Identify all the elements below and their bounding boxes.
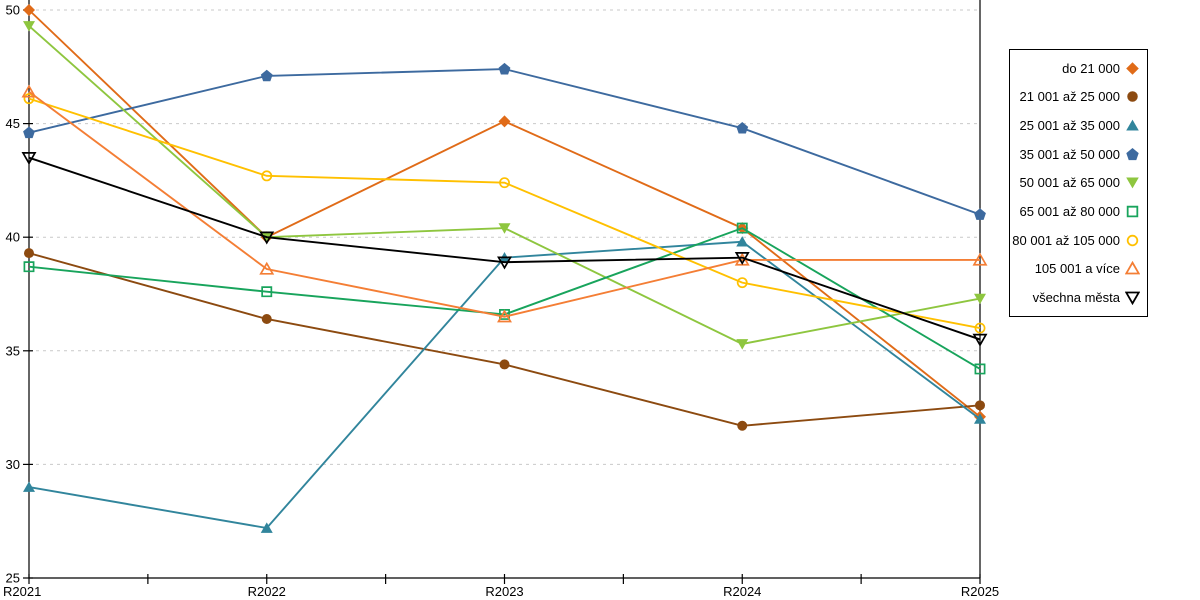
x-axis-label: R2025	[961, 584, 999, 599]
y-axis-label: 40	[6, 230, 20, 245]
legend-swatch	[1125, 291, 1140, 306]
legend-label: 105 001 a více	[1034, 261, 1120, 277]
legend-swatch	[1125, 261, 1140, 275]
series-marker-triangle-down	[972, 333, 988, 347]
y-axis-label: 30	[6, 457, 20, 472]
legend-swatch	[1126, 147, 1139, 160]
series-marker-triangle-up	[497, 309, 512, 323]
legend-label: 50 001 až 65 000	[1019, 175, 1120, 191]
series-marker-circle	[499, 177, 510, 189]
series-marker-triangle-up	[974, 413, 986, 424]
legend-item: do 21 000	[1010, 61, 1147, 76]
legend-swatch	[1126, 62, 1139, 75]
legend-label: 80 001 až 105 000	[1012, 232, 1120, 248]
legend-swatch	[1126, 234, 1139, 246]
series-marker-diamond	[1126, 62, 1139, 75]
y-axis-label: 50	[6, 3, 20, 18]
series-marker-triangle-down	[23, 21, 35, 32]
legend-label: 21 001 až 25 000	[1019, 89, 1120, 105]
series-marker-square	[23, 261, 35, 273]
y-axis-label: 45	[6, 116, 20, 131]
series-marker-circle	[736, 277, 748, 289]
legend-swatch	[1126, 177, 1139, 189]
series-marker-triangle-up	[736, 236, 749, 247]
series-80-001-až-105-000	[23, 93, 986, 334]
legend-label: všechna města	[1032, 290, 1120, 306]
series-line	[28, 227, 981, 370]
series-marker-circle	[974, 322, 986, 334]
series-marker-triangle-up	[259, 261, 275, 275]
series-marker-circle	[975, 400, 985, 411]
chart-legend: do 21 000 21 001 až 25 000 25 001 až 35 00…	[1009, 49, 1148, 317]
legend-item: 65 001 až 80 000	[1010, 204, 1147, 219]
legend-swatch	[1126, 205, 1139, 218]
y-axis-label: 35	[6, 343, 20, 358]
series-marker-pentagon	[23, 126, 35, 139]
series-marker-circle	[737, 420, 748, 431]
series-marker-triangle-down	[974, 293, 986, 305]
series-marker-triangle-down	[497, 256, 512, 270]
series-marker-triangle-down	[259, 231, 275, 245]
series-marker-circle	[499, 359, 510, 370]
legend-label: 25 001 až 35 000	[1019, 118, 1120, 134]
legend-label: 35 001 až 50 000	[1019, 146, 1120, 162]
legend-item: 80 001 až 105 000	[1010, 233, 1147, 248]
series-marker-triangle-up	[1126, 119, 1139, 131]
series-marker-triangle-up	[260, 522, 273, 533]
series-line	[28, 252, 981, 427]
series-marker-pentagon	[736, 121, 749, 134]
series-marker-square	[1126, 205, 1139, 218]
series-marker-triangle-up	[23, 481, 35, 492]
y-axis-label: 25	[6, 571, 20, 586]
series-marker-triangle-down	[498, 223, 511, 234]
series-marker-triangle-down	[736, 339, 749, 350]
legend-item: 35 001 až 50 000	[1010, 147, 1147, 162]
series-marker-circle	[23, 93, 35, 105]
series-marker-circle	[261, 313, 272, 324]
series-marker-circle	[1127, 91, 1138, 103]
legend-item: 25 001 až 35 000	[1010, 118, 1147, 133]
series-marker-diamond	[23, 4, 35, 16]
legend-item: všechna města	[1010, 290, 1147, 306]
series-marker-pentagon	[260, 69, 273, 82]
series-marker-triangle-down	[734, 251, 750, 265]
series-35-001-až-50-000	[23, 62, 986, 220]
series-marker-triangle-down	[1126, 177, 1139, 189]
series-marker-square	[974, 363, 986, 375]
series-marker-triangle-up	[972, 252, 988, 266]
x-axis-label: R2021	[3, 584, 41, 599]
series-marker-triangle-down	[21, 152, 37, 165]
series-marker-triangle-up	[21, 84, 37, 98]
series-marker-diamond	[498, 115, 511, 128]
series-21-001-až-25-000	[24, 248, 985, 431]
x-axis-label: R2023	[485, 584, 523, 599]
legend-label: do 21 000	[1062, 60, 1120, 76]
legend-label: 65 001 až 80 000	[1019, 204, 1120, 220]
series-marker-triangle-down	[1125, 291, 1140, 306]
series-marker-circle	[1126, 234, 1139, 246]
series-marker-pentagon	[1126, 147, 1139, 160]
legend-item: 105 001 a více	[1010, 261, 1147, 276]
series-marker-circle	[24, 248, 34, 259]
series-65-001-až-80-000	[23, 222, 986, 375]
series-marker-square	[736, 222, 748, 234]
series-marker-pentagon	[974, 208, 986, 220]
series-line	[28, 156, 981, 341]
legend-swatch	[1126, 119, 1139, 131]
legend-item: 50 001 až 65 000	[1010, 175, 1147, 190]
series-všechna-města	[21, 152, 988, 347]
legend-swatch	[1127, 91, 1138, 103]
series-marker-triangle-up	[1125, 261, 1140, 275]
series-marker-circle	[261, 170, 273, 182]
x-axis-label: R2022	[248, 584, 286, 599]
series-line	[28, 97, 981, 330]
series-line	[28, 68, 981, 216]
series-marker-square	[261, 286, 273, 298]
series-50-001-až-65-000	[23, 21, 986, 350]
legend-item: 21 001 až 25 000	[1010, 89, 1147, 104]
series-marker-pentagon	[498, 62, 511, 75]
x-axis-label: R2024	[723, 584, 761, 599]
